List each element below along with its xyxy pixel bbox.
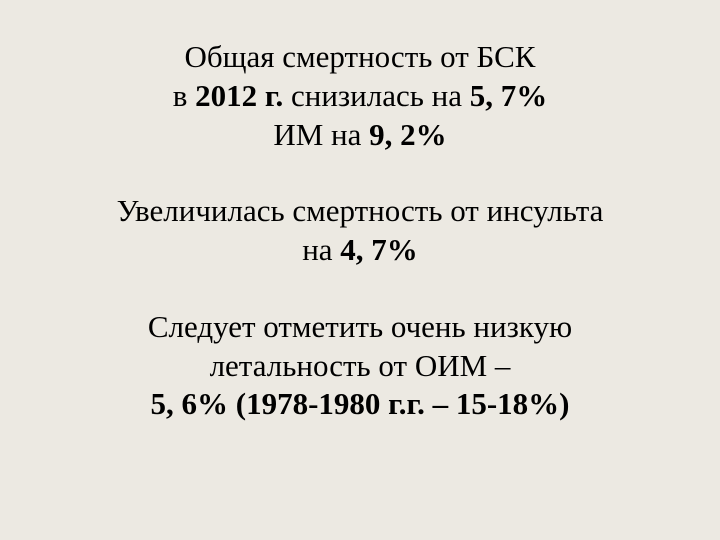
paragraph-2: Увеличилась смертность от инсульта на 4,… (117, 192, 604, 270)
slide: Общая смертность от БСК в 2012 г. снизил… (0, 0, 720, 540)
p1-val2: 9, 2% (369, 117, 447, 152)
p1-line2-pre: в (173, 78, 195, 113)
p1-val1: 5, 7% (470, 78, 548, 113)
p2-line1: Увеличилась смертность от инсульта (117, 193, 604, 228)
p3-line3: 5, 6% (1978-1980 г.г. – 15-18%) (151, 386, 570, 421)
p1-line3-pre: ИМ на (273, 117, 369, 152)
p1-line1: Общая смертность от БСК (185, 39, 536, 74)
paragraph-1: Общая смертность от БСК в 2012 г. снизил… (173, 38, 547, 154)
p2-line2-pre: на (302, 232, 340, 267)
p1-line2-mid: снизилась на (283, 78, 470, 113)
p2-val: 4, 7% (340, 232, 418, 267)
p1-year: 2012 г. (195, 78, 283, 113)
paragraph-3: Следует отметить очень низкую летальност… (148, 308, 572, 424)
p3-line2: летальность от ОИМ – (210, 348, 511, 383)
p3-line1: Следует отметить очень низкую (148, 309, 572, 344)
